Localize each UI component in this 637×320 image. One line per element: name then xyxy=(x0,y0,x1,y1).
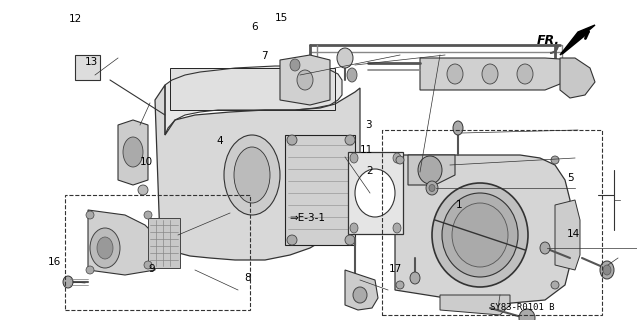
Text: 11: 11 xyxy=(360,145,373,156)
Polygon shape xyxy=(560,58,595,98)
Polygon shape xyxy=(155,85,360,260)
Ellipse shape xyxy=(355,169,395,217)
Text: 17: 17 xyxy=(389,264,401,274)
Ellipse shape xyxy=(297,70,313,90)
Polygon shape xyxy=(118,120,148,185)
Text: ⇒E-3-1: ⇒E-3-1 xyxy=(290,212,326,223)
Ellipse shape xyxy=(551,156,559,164)
Ellipse shape xyxy=(418,156,442,184)
Text: 16: 16 xyxy=(48,257,61,268)
Text: 7: 7 xyxy=(261,51,268,61)
Text: 3: 3 xyxy=(365,120,371,130)
Bar xyxy=(170,68,335,110)
Ellipse shape xyxy=(429,185,435,191)
Ellipse shape xyxy=(452,203,508,267)
Text: 5: 5 xyxy=(567,172,573,183)
Polygon shape xyxy=(88,210,155,275)
Polygon shape xyxy=(165,66,342,135)
Text: 13: 13 xyxy=(85,57,97,68)
Ellipse shape xyxy=(393,153,401,163)
Ellipse shape xyxy=(432,183,528,287)
Ellipse shape xyxy=(86,266,94,274)
Ellipse shape xyxy=(144,211,152,219)
Ellipse shape xyxy=(287,235,297,245)
Ellipse shape xyxy=(290,59,300,71)
Ellipse shape xyxy=(86,211,94,219)
Polygon shape xyxy=(408,155,455,185)
Ellipse shape xyxy=(234,147,270,203)
Polygon shape xyxy=(420,58,575,90)
Text: 1: 1 xyxy=(455,200,462,210)
Text: 8: 8 xyxy=(244,273,250,284)
Bar xyxy=(382,130,602,315)
Ellipse shape xyxy=(453,121,463,135)
Polygon shape xyxy=(395,155,570,305)
Ellipse shape xyxy=(396,281,404,289)
Ellipse shape xyxy=(224,135,280,215)
Polygon shape xyxy=(280,55,330,105)
Bar xyxy=(348,152,403,234)
Ellipse shape xyxy=(345,235,355,245)
Ellipse shape xyxy=(337,48,353,68)
Polygon shape xyxy=(75,55,100,80)
Ellipse shape xyxy=(287,135,297,145)
Text: 12: 12 xyxy=(69,14,82,24)
Text: 4: 4 xyxy=(217,136,223,146)
Ellipse shape xyxy=(350,153,358,163)
Text: 9: 9 xyxy=(148,264,155,274)
Ellipse shape xyxy=(353,287,367,303)
Ellipse shape xyxy=(144,261,152,269)
Ellipse shape xyxy=(447,64,463,84)
Ellipse shape xyxy=(393,223,401,233)
Text: 10: 10 xyxy=(140,156,153,167)
Ellipse shape xyxy=(345,135,355,145)
Polygon shape xyxy=(440,295,510,315)
Ellipse shape xyxy=(603,265,611,275)
Polygon shape xyxy=(555,200,580,270)
Polygon shape xyxy=(560,25,595,55)
Ellipse shape xyxy=(517,64,533,84)
Text: 2: 2 xyxy=(366,166,373,176)
Ellipse shape xyxy=(347,68,357,82)
Ellipse shape xyxy=(410,272,420,284)
Ellipse shape xyxy=(97,237,113,259)
Bar xyxy=(285,135,355,245)
Ellipse shape xyxy=(482,64,498,84)
Ellipse shape xyxy=(350,223,358,233)
Ellipse shape xyxy=(442,193,518,277)
Bar xyxy=(65,195,250,310)
Ellipse shape xyxy=(90,228,120,268)
Ellipse shape xyxy=(540,242,550,254)
Polygon shape xyxy=(345,270,378,310)
Text: FR.: FR. xyxy=(537,34,560,46)
Ellipse shape xyxy=(123,137,143,167)
Text: 6: 6 xyxy=(252,22,258,32)
Text: SY83-R0101 B: SY83-R0101 B xyxy=(490,303,554,313)
Ellipse shape xyxy=(138,185,148,195)
Bar xyxy=(148,218,180,268)
Ellipse shape xyxy=(551,281,559,289)
Ellipse shape xyxy=(396,156,404,164)
Ellipse shape xyxy=(426,181,438,195)
Ellipse shape xyxy=(600,261,614,279)
Text: 15: 15 xyxy=(275,12,288,23)
Text: 14: 14 xyxy=(567,228,580,239)
Ellipse shape xyxy=(519,309,535,320)
Ellipse shape xyxy=(63,276,73,288)
